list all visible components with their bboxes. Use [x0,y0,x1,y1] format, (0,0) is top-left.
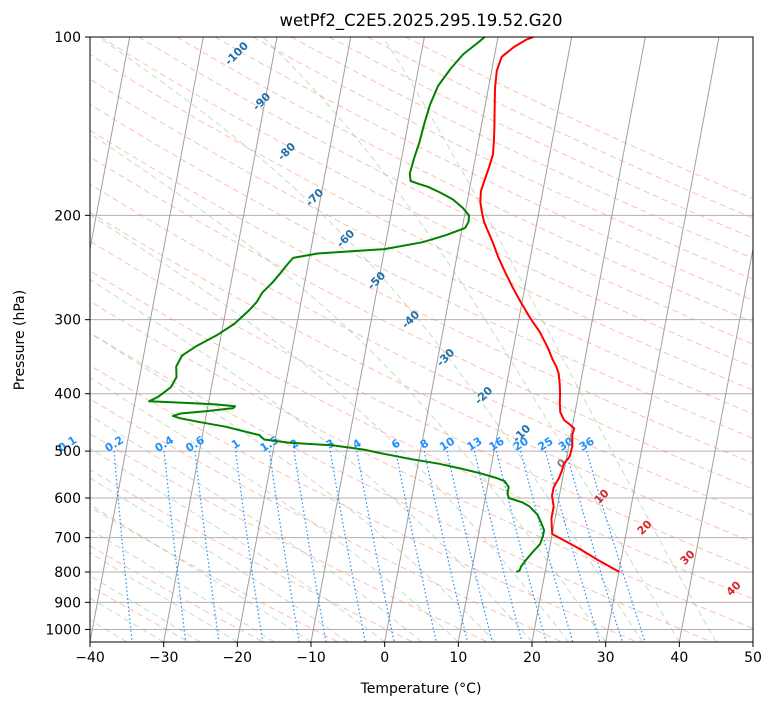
y-tick-label: 900 [54,595,81,611]
x-tick-label: −30 [149,650,179,666]
moist-adiabat [90,552,238,642]
moist-adiabat [98,37,643,642]
dry-adiabat [90,332,712,642]
y-tick-label: 200 [54,208,81,224]
y-tick-label: 400 [54,387,81,403]
skewed-isotherm [605,37,720,642]
y-tick-label: 600 [54,491,81,507]
mixing-ratio-line [235,451,264,642]
dry-adiabat [90,398,563,642]
background-lines [90,37,753,642]
dry-adiabat [90,364,638,642]
skewed-isotherm [90,37,131,252]
mixing-ratio-line [446,450,493,642]
y-tick-label: 1000 [45,622,81,638]
y-tick-label: 500 [54,444,81,460]
plot-frame [89,36,754,643]
moist-adiabat [90,278,533,642]
x-tick-label: 50 [744,650,762,666]
mixing-ratio-line [423,450,469,642]
mixing-ratio-line [163,451,187,642]
mixing-ratio-line [473,450,523,642]
x-tick-label: 30 [597,650,615,666]
mixing-ratio-line [113,451,133,642]
axis-ticks: −40 −30 −20 −10 0 10 20 30 40 50 100 200 300 400 500 60… [45,30,762,666]
profiles [148,37,620,573]
temperature-line [479,37,620,573]
x-tick-label: 20 [523,650,541,666]
x-tick-label: −40 [75,650,105,666]
x-tick-label: 40 [670,650,688,666]
skewed-isotherm [310,37,425,642]
mixing-ratio-line [520,450,574,642]
x-axis-label: Temperature (°C) [360,681,482,697]
dry-adiabat [90,585,190,642]
y-tick-label: 100 [54,30,81,46]
mixing-ratio-line [586,450,646,642]
x-tick-label: 0 [380,650,389,666]
y-tick-label: 800 [54,565,81,581]
skewed-isotherm [531,37,646,642]
x-tick-label: −20 [223,650,253,666]
dry-adiabat [90,156,753,490]
dry-adiabat [90,506,339,642]
skewed-isotherm [678,246,753,642]
moist-adiabat [90,447,386,642]
dry-adiabat [90,433,488,642]
moist-adiabat [262,37,680,642]
y-tick-label: 300 [54,313,81,329]
dry-adiabat [90,183,753,516]
dry-adiabat [214,37,753,301]
skewed-isotherm [457,37,573,642]
dry-adiabat [90,211,753,543]
skewed-isotherm [384,37,499,642]
mixing-ratio-line [395,450,437,642]
mixing-ratio-line [544,450,601,642]
moist-adiabat [90,575,201,642]
skewed-isotherm [90,37,204,642]
skewed-isotherm [236,37,352,642]
mixing-ratio-line [565,450,623,642]
x-tick-label: 10 [449,650,467,666]
y-axis-label: Pressure (hPa) [12,290,28,390]
moist-adiabat [90,477,349,642]
chart-title: wetPf2_C2E5.2025.295.19.52.G20 [279,11,562,31]
skewed-isotherm [163,37,278,642]
mixing-ratio-line [268,451,300,642]
y-tick-label: 700 [54,531,81,547]
moist-adiabat [90,213,570,642]
mixing-ratio-line [194,451,220,642]
x-tick-label: −10 [296,650,326,666]
moist-adiabat [90,332,496,642]
moist-adiabat [90,133,607,642]
moist-adiabat [90,597,164,642]
moist-adiabat [90,376,459,642]
dry-adiabat [90,300,753,629]
dewpoint-line [148,37,546,573]
